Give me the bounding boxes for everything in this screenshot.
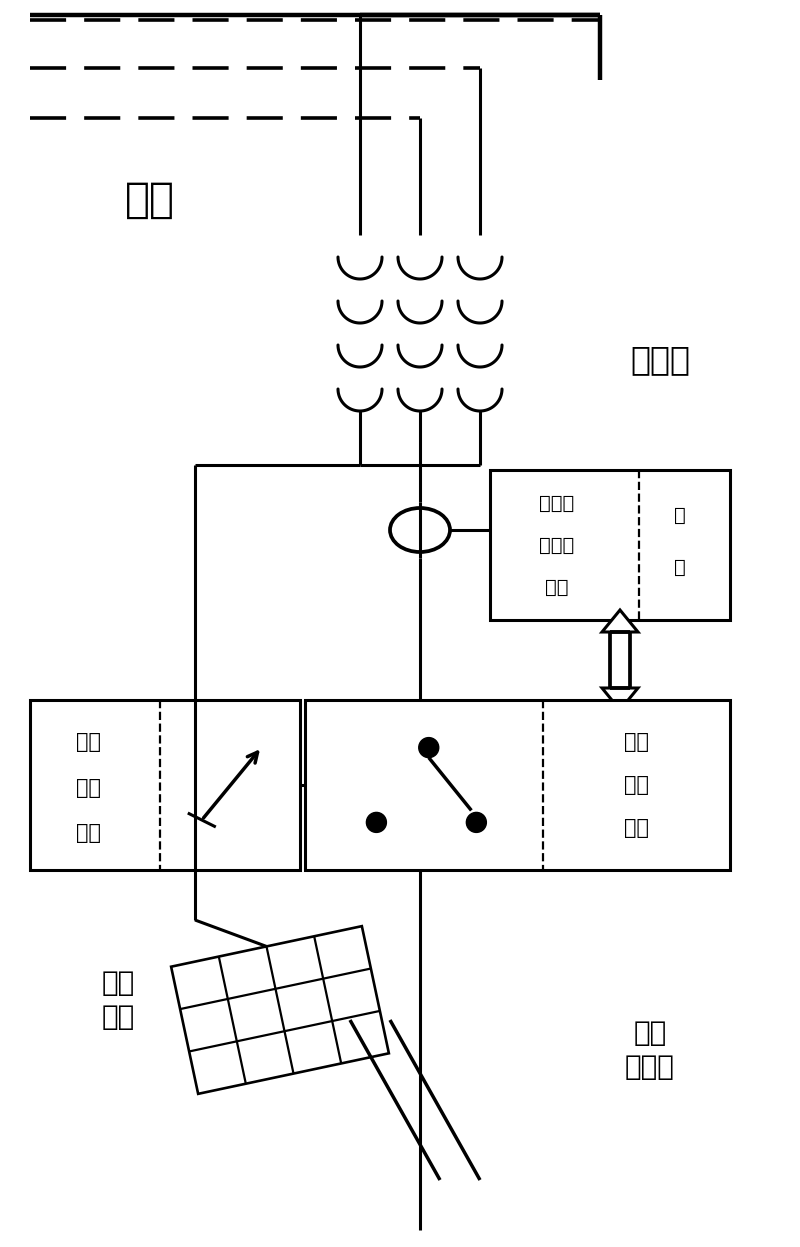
- Text: 独立
接地极: 独立 接地极: [625, 1019, 675, 1081]
- Text: 直流电: 直流电: [539, 494, 574, 513]
- Bar: [305, 700, 730, 870]
- Polygon shape: [171, 927, 389, 1094]
- Text: 测: 测: [674, 557, 686, 577]
- Polygon shape: [602, 610, 638, 632]
- Polygon shape: [602, 688, 638, 710]
- Text: 流监测: 流监测: [539, 535, 574, 555]
- Circle shape: [466, 812, 486, 833]
- Bar: [490, 470, 730, 620]
- Text: 装置: 装置: [76, 823, 101, 843]
- Circle shape: [418, 737, 438, 758]
- Circle shape: [366, 812, 386, 833]
- Text: 过压: 过压: [76, 732, 101, 752]
- Text: 变压器: 变压器: [630, 343, 690, 377]
- Text: 隔离: 隔离: [76, 778, 101, 798]
- Text: 电: 电: [674, 505, 686, 525]
- Text: 装置: 装置: [546, 577, 569, 596]
- Text: 主接
地网: 主接 地网: [102, 969, 134, 1031]
- Bar: [30, 700, 300, 870]
- Text: 装置: 装置: [624, 818, 649, 838]
- Text: 自动: 自动: [624, 732, 649, 752]
- Text: 投切: 投切: [624, 774, 649, 796]
- Text: 电网: 电网: [125, 180, 175, 221]
